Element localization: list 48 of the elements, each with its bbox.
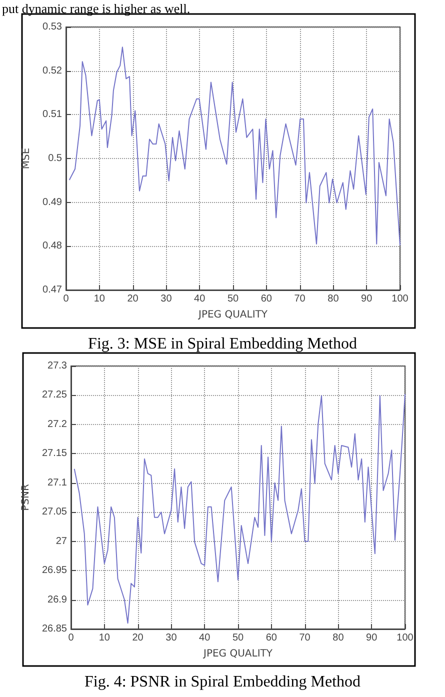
y-tick-label: 27.25: [42, 390, 68, 401]
x-tick-label: 50: [232, 632, 244, 644]
y-tick-label: 27.15: [42, 448, 68, 460]
x-tick-label: 20: [127, 294, 139, 304]
x-tick-label: 40: [199, 632, 211, 644]
x-tick-label: 90: [366, 632, 378, 644]
caption: Fig. 4: PSNR in Spiral Embedding Method: [84, 674, 361, 690]
x-tick-label: 40: [194, 294, 206, 304]
y-tick-label: 26.85: [42, 624, 68, 634]
x-tick-label: 80: [328, 294, 340, 304]
line-series: [68, 46, 400, 246]
y-tick-label: 0.49: [42, 196, 62, 208]
x-tick-label: 10: [94, 294, 106, 304]
y-axis-title: MSE: [21, 148, 32, 170]
x-tick-label: 20: [132, 632, 144, 644]
y-tick-label: 0.48: [42, 240, 62, 252]
x-tick-label: 10: [98, 632, 110, 644]
x-tick-label: 0: [68, 632, 74, 644]
y-tick-label: 0.52: [42, 65, 62, 76]
y-tick-label: 0.5: [48, 153, 62, 164]
x-tick-label: 70: [294, 294, 306, 304]
y-tick-label: 26.95: [42, 565, 68, 576]
x-tick-label: 70: [299, 632, 311, 644]
x-tick-label: 30: [166, 632, 178, 644]
y-tick-label: 27.2: [48, 418, 68, 430]
caption: Fig. 3: MSE in Spiral Embedding Method: [88, 336, 357, 352]
line-series: [74, 394, 406, 624]
y-tick-label: 0.47: [42, 284, 62, 296]
x-axis-title: JPEG QUALITY: [198, 310, 268, 320]
y-tick-label: 27: [56, 536, 68, 547]
y-tick-label: 27.1: [48, 477, 68, 488]
x-tick-label: 80: [332, 632, 344, 644]
y-tick-label: 26.9: [48, 594, 68, 606]
x-tick-label: 50: [227, 294, 239, 304]
y-tick-label: 0.53: [42, 22, 62, 32]
y-tick-label: 27.3: [48, 360, 68, 372]
x-tick-label: 100: [396, 632, 414, 644]
x-tick-label: 30: [160, 294, 172, 304]
y-tick-label: 0.51: [42, 109, 62, 120]
x-tick-label: 60: [266, 632, 278, 644]
text: put dynamic range is higher as well.: [2, 1, 190, 16]
x-tick-label: 0: [63, 294, 70, 304]
x-tick-label: 100: [392, 294, 409, 304]
x-tick-label: 60: [260, 294, 272, 304]
x-axis-title: JPEG QUALITY: [202, 648, 274, 660]
x-tick-label: 90: [361, 294, 373, 304]
y-axis-title: PSNR: [20, 484, 32, 511]
y-tick-label: 27.05: [42, 506, 68, 518]
